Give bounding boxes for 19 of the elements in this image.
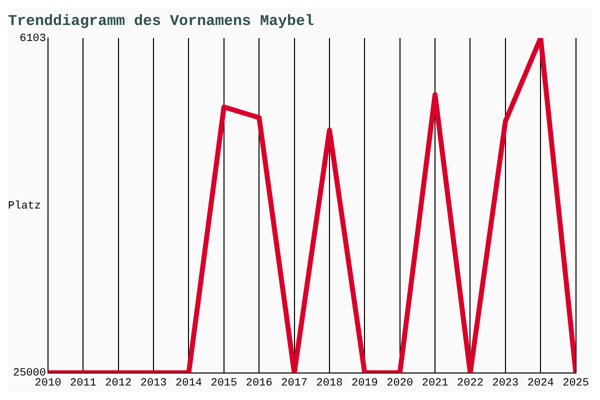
- x-tick-label: 2024: [527, 377, 554, 390]
- x-tick-label: 2020: [386, 377, 414, 390]
- x-tick-label: 2025: [562, 377, 589, 390]
- x-tick-label: 2022: [457, 377, 484, 390]
- x-tick-label: 2018: [316, 377, 343, 390]
- x-tick-label: 2014: [176, 377, 202, 390]
- y-axis-title: Platz: [8, 200, 42, 212]
- x-tick-label: 2011: [70, 377, 97, 390]
- x-tick-label: 2015: [210, 377, 238, 390]
- x-tick-label: 2012: [105, 377, 132, 390]
- x-tick-label: 2023: [492, 377, 519, 390]
- x-tick-label: 2010: [34, 377, 62, 390]
- x-tick-label: 2016: [246, 377, 272, 390]
- x-tick-label: 2019: [351, 377, 378, 390]
- x-tick-label: 2021: [422, 377, 449, 390]
- chart-title: Trenddiagramm des Vornamens Maybel: [8, 12, 314, 30]
- x-tick-label: 2013: [140, 377, 167, 390]
- y-tick-label: 6103: [20, 32, 46, 45]
- x-tick-label: 2017: [281, 377, 308, 390]
